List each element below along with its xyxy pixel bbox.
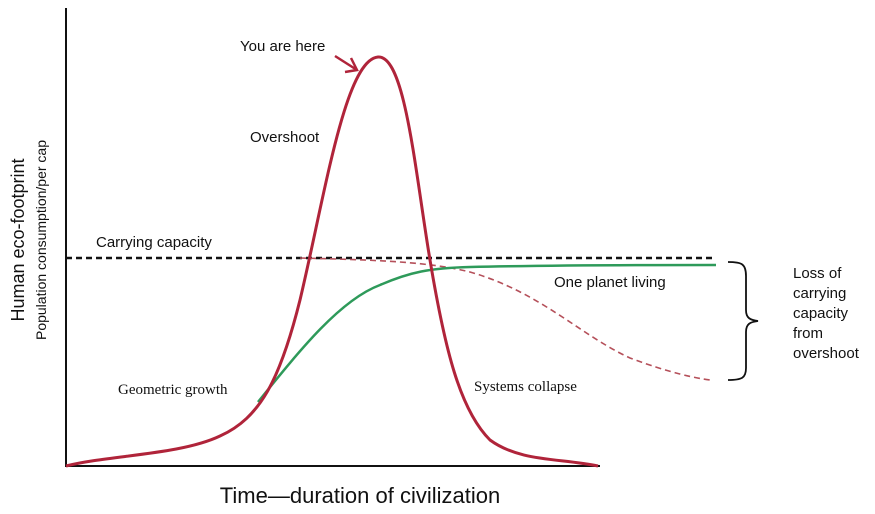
overshoot-curve bbox=[65, 55, 599, 468]
y-axis-subtitle: Population consumption/per cap bbox=[33, 140, 49, 340]
loss-note-line: capacity bbox=[793, 305, 849, 322]
loss-note-line: overshoot bbox=[793, 345, 860, 362]
systems-collapse-label: Systems collapse bbox=[474, 379, 577, 395]
carrying-capacity-label: Carrying capacity bbox=[96, 234, 212, 251]
declining-capacity-curve bbox=[299, 257, 711, 381]
loss-note-line: Loss of bbox=[793, 265, 842, 282]
loss-note-line: carrying bbox=[793, 285, 846, 302]
y-axis-title: Human eco-footprint bbox=[8, 158, 28, 321]
x-axis-title: Time—duration of civilization bbox=[220, 483, 500, 508]
overshoot-label: Overshoot bbox=[250, 129, 320, 146]
loss-brace bbox=[727, 261, 759, 381]
one-planet-living-label: One planet living bbox=[554, 274, 666, 291]
loss-note: Loss of carrying capacity from overshoot bbox=[793, 265, 860, 362]
loss-note-line: from bbox=[793, 325, 823, 342]
one-planet-living-curve bbox=[257, 263, 717, 403]
you-are-here-label: You are here bbox=[240, 38, 325, 55]
you-are-here-arrow bbox=[334, 54, 359, 74]
geometric-growth-label: Geometric growth bbox=[118, 382, 228, 398]
